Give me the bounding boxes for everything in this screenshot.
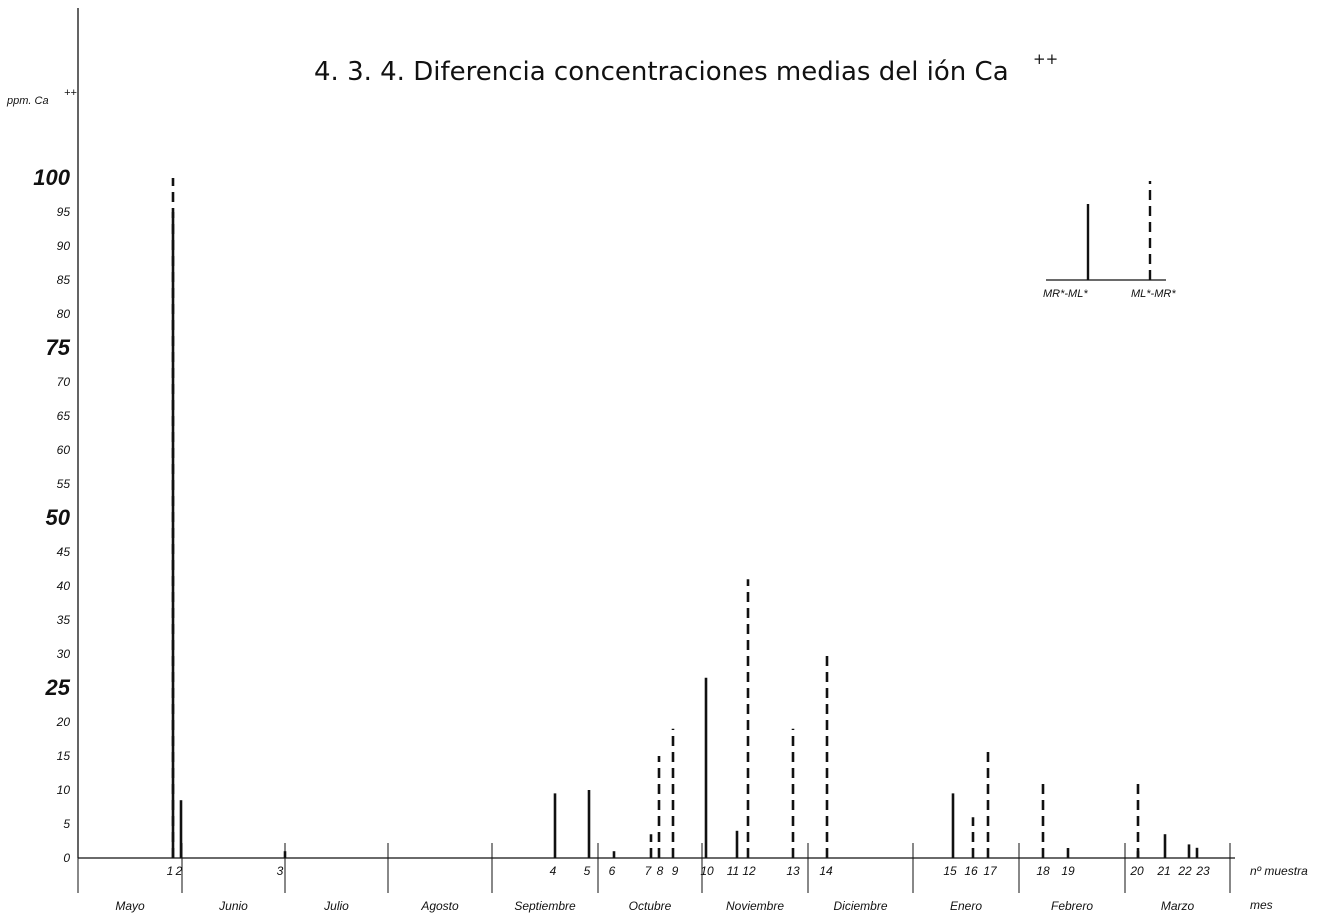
month-separators — [77, 843, 1231, 893]
legend: MR*-ML* ML*-MR* — [1043, 181, 1176, 300]
x-tick-label: 16 — [964, 864, 978, 878]
month-label: Septiembre — [514, 899, 576, 913]
legend-entry-dashed: ML*-MR* — [1131, 288, 1176, 300]
y-tick-label: 90 — [57, 239, 71, 253]
y-tick-label: 65 — [57, 409, 71, 423]
legend-entry-solid: MR*-ML* — [1043, 288, 1088, 300]
y-tick-label: 55 — [57, 477, 71, 491]
y-tick-label: 50 — [46, 505, 71, 530]
x-axis-label: nº muestra — [1250, 864, 1308, 878]
y-tick-label: 5 — [63, 817, 70, 831]
month-label: Noviembre — [726, 899, 784, 913]
x-tick-label: 3 — [277, 864, 284, 878]
month-label: Junio — [218, 899, 248, 913]
y-tick-label: 15 — [57, 749, 71, 763]
y-tick-label: 10 — [57, 783, 71, 797]
y-tick-label: 40 — [57, 579, 71, 593]
x-tick-label: 6 — [609, 864, 616, 878]
x-tick-label: 7 — [645, 864, 653, 878]
y-tick-label: 0 — [63, 851, 70, 865]
x-tick-label: 20 — [1129, 864, 1144, 878]
x-tick-label: 19 — [1061, 864, 1075, 878]
y-tick-label: 25 — [45, 675, 71, 700]
month-label: Marzo — [1161, 899, 1195, 913]
month-labels: Mayo Junio Julio Agosto Septiembre Octubre Nov… — [115, 899, 1194, 913]
y-tick-label: 70 — [57, 375, 71, 389]
x-tick-label: 4 — [550, 864, 557, 878]
chart-title: 4. 3. 4. Diferencia concentraciones medi… — [314, 57, 1009, 87]
month-axis-label: mes — [1250, 898, 1273, 912]
x-tick-label: 5 — [584, 864, 591, 878]
y-tick-label: 35 — [57, 613, 71, 627]
x-tick-label: 8 — [657, 864, 664, 878]
month-label: Diciembre — [833, 899, 887, 913]
y-tick-label: 95 — [57, 205, 71, 219]
x-tick-label: 11 — [727, 864, 739, 878]
y-tick-label: 20 — [56, 715, 71, 729]
month-label: Julio — [323, 899, 349, 913]
x-tick-label: 2 — [175, 864, 183, 878]
month-label: Mayo — [115, 899, 145, 913]
y-tick-label: 45 — [57, 545, 71, 559]
y-tick-label: 80 — [57, 307, 71, 321]
y-tick-label: 60 — [57, 443, 71, 457]
y-tick-label: 75 — [46, 335, 71, 360]
y-ticks: 0 5 10 15 20 25 30 35 40 45 50 55 60 65 70 75 80 85 90 95 10… — [33, 165, 70, 865]
x-tick-label: 1 — [167, 864, 174, 878]
x-tick-label: 15 — [943, 864, 957, 878]
month-label: Agosto — [420, 899, 459, 913]
x-tick-label: 18 — [1036, 864, 1050, 878]
month-label: Febrero — [1051, 899, 1093, 913]
x-tick-label: 12 — [742, 864, 756, 878]
x-tick-label: 10 — [700, 864, 714, 878]
chart-title-superscript: ++ — [1033, 50, 1058, 68]
y-tick-label: 30 — [57, 647, 71, 661]
x-tick-labels: 1 2 3 4 5 6 7 8 9 10 11 12 13 14 15 16 17 18 19 20 21 22 23 — [167, 864, 1210, 878]
y-tick-label: 100 — [33, 165, 70, 190]
x-tick-label: 13 — [786, 864, 800, 878]
y-axis-label-superscript: ++ — [64, 87, 77, 99]
y-axis-label: ppm. Ca — [6, 95, 49, 107]
bars — [171, 178, 1199, 858]
x-tick-label: 9 — [672, 864, 679, 878]
x-tick-label: 14 — [819, 864, 833, 878]
month-label: Enero — [950, 899, 982, 913]
x-tick-label: 17 — [983, 864, 998, 878]
y-tick-label: 85 — [57, 273, 71, 287]
month-label: Octubre — [629, 899, 672, 913]
x-tick-label: 21 — [1156, 864, 1170, 878]
x-tick-label: 22 — [1177, 864, 1192, 878]
x-tick-label: 23 — [1195, 864, 1210, 878]
